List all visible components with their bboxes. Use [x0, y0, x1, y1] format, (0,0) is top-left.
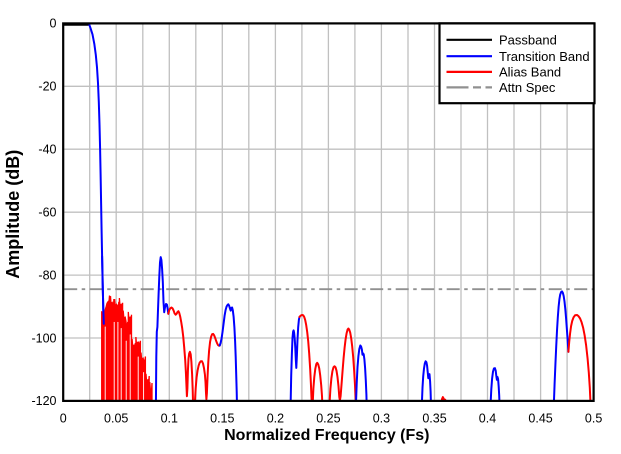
svg-text:Normalized Frequency (Fs): Normalized Frequency (Fs): [224, 427, 429, 444]
svg-text:0.5: 0.5: [585, 411, 602, 425]
svg-text:0.35: 0.35: [422, 411, 446, 425]
svg-text:0.1: 0.1: [161, 411, 178, 425]
svg-text:0.3: 0.3: [373, 411, 390, 425]
svg-text:0.4: 0.4: [479, 411, 496, 425]
svg-text:-40: -40: [38, 143, 56, 157]
svg-text:0.15: 0.15: [210, 411, 234, 425]
svg-text:0.2: 0.2: [267, 411, 284, 425]
svg-text:0: 0: [50, 17, 57, 31]
svg-text:-60: -60: [38, 206, 56, 220]
svg-text:Attn Spec: Attn Spec: [499, 80, 556, 95]
svg-text:Passband: Passband: [499, 33, 557, 48]
svg-text:-120: -120: [31, 394, 56, 408]
svg-text:-20: -20: [38, 80, 56, 94]
svg-text:0.45: 0.45: [528, 411, 552, 425]
svg-text:Transition Band: Transition Band: [499, 49, 590, 64]
svg-text:-80: -80: [38, 268, 56, 282]
svg-text:0.05: 0.05: [104, 411, 128, 425]
svg-text:0.25: 0.25: [316, 411, 340, 425]
svg-text:Amplitude (dB): Amplitude (dB): [3, 150, 23, 279]
svg-text:0: 0: [60, 411, 67, 425]
svg-text:Alias Band: Alias Band: [499, 65, 561, 80]
svg-text:-100: -100: [31, 331, 56, 345]
